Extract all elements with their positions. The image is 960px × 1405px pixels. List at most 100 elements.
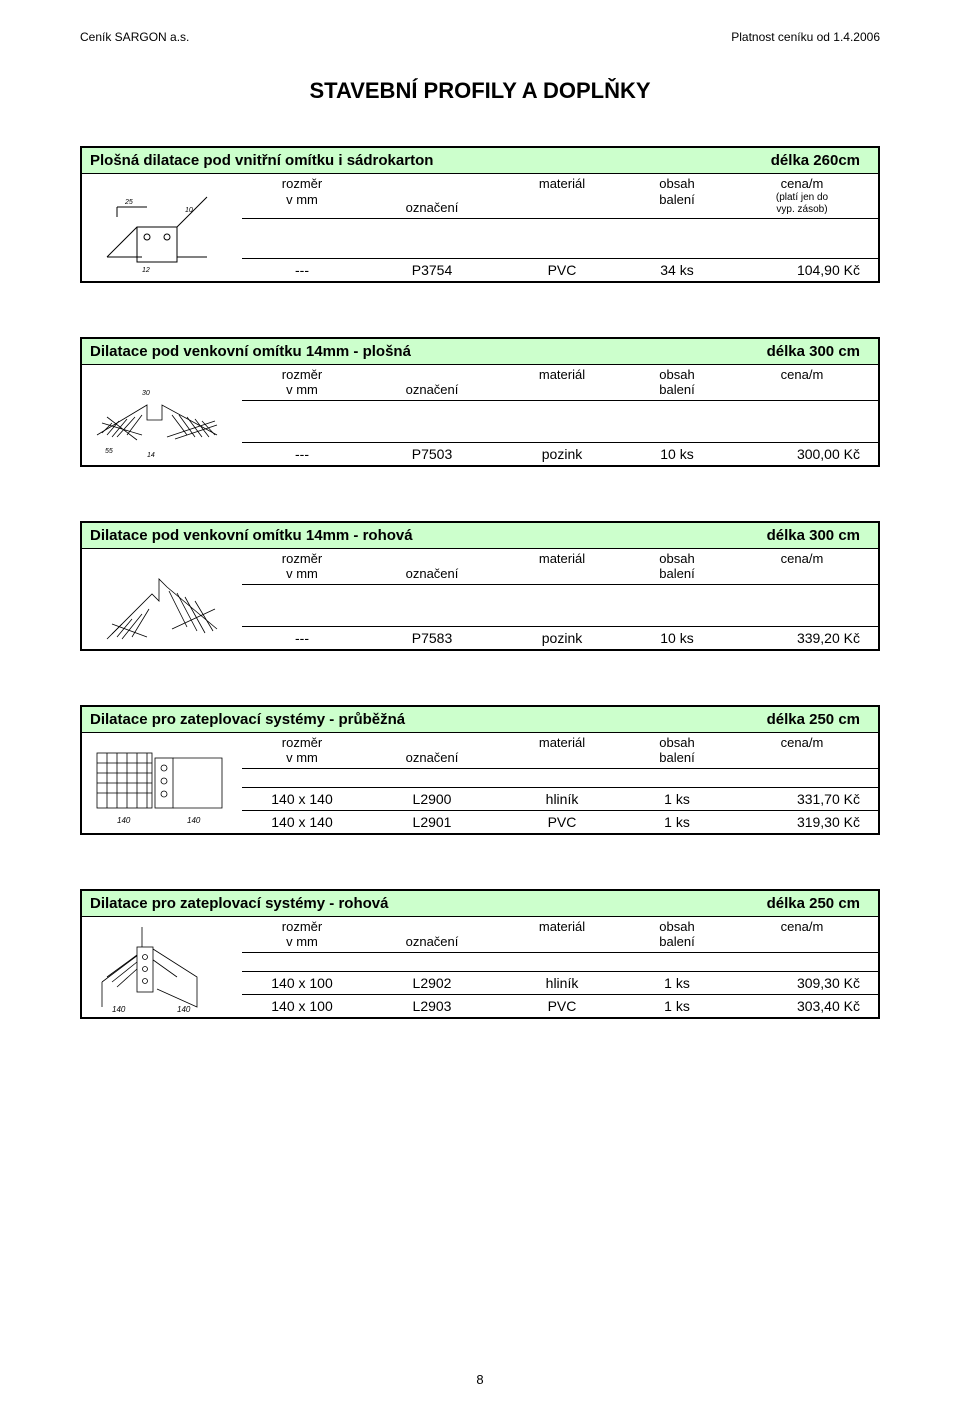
cell-cena: 104,90 Kč — [732, 259, 872, 281]
section-body: 25 10 12 rozměrv mm označení materiál ob… — [82, 174, 878, 281]
hdr-obsah: obsahbalení — [622, 174, 732, 218]
cell-rozmer: 140 x 100 — [242, 972, 362, 994]
section-body: 55 14 30 rozměrv mm označení materiál ob… — [82, 365, 878, 465]
diagram-box: 25 10 12 — [82, 174, 242, 281]
diagram-box: 55 14 30 — [82, 365, 242, 465]
column-headers: rozměrv mm označení materiál obsahbalení… — [242, 733, 878, 769]
cell-obsah: 10 ks — [622, 443, 732, 465]
hdr-rozmer: rozměrv mm — [242, 917, 362, 952]
cell-rozmer: --- — [242, 259, 362, 281]
cell-material: hliník — [502, 972, 622, 994]
section-title-right: délka 260cm — [763, 148, 878, 173]
hdr-cena: cena/m — [732, 365, 872, 400]
cell-obsah: 34 ks — [622, 259, 732, 281]
svg-text:140: 140 — [177, 1005, 191, 1014]
diagram-bracket-icon: 25 10 12 — [87, 177, 237, 277]
hdr-material: materiál — [502, 917, 622, 952]
section-right: rozměrv mm označení materiál obsahbalení… — [242, 365, 878, 465]
hdr-oznaceni: označení — [362, 917, 502, 952]
hdr-material: materiál — [502, 549, 622, 584]
cell-oznaceni: P7583 — [362, 627, 502, 649]
hdr-oznaceni: označení — [362, 733, 502, 768]
cell-material: PVC — [502, 811, 622, 833]
section-body: 140 140 rozměrv mm označení materiál obs… — [82, 733, 878, 833]
section-title-right: délka 250 cm — [759, 707, 878, 732]
section-title-row: Dilatace pro zateplovací systémy - průbě… — [82, 707, 878, 733]
hdr-material: materiál — [502, 174, 622, 218]
cell-rozmer: 140 x 140 — [242, 788, 362, 810]
section-title-right: délka 300 cm — [759, 523, 878, 548]
cell-material: PVC — [502, 259, 622, 281]
section-title-right: délka 250 cm — [759, 891, 878, 916]
column-headers: rozměrv mm označení materiál obsahbalení… — [242, 917, 878, 953]
diagram-mesh-corner-icon — [87, 549, 237, 649]
column-headers: rozměrv mm označení materiál obsahbalení… — [242, 365, 878, 401]
table-row: 140 x 100 L2903 PVC 1 ks 303,40 Kč — [242, 995, 878, 1017]
cell-material: pozink — [502, 627, 622, 649]
cell-oznaceni: L2901 — [362, 811, 502, 833]
section-title-right: délka 300 cm — [759, 339, 878, 364]
section-right: rozměrv mm označení materiál obsahbalení… — [242, 733, 878, 833]
table-row: 140 x 140 L2901 PVC 1 ks 319,30 Kč — [242, 811, 878, 833]
cell-oznaceni: L2902 — [362, 972, 502, 994]
section-title-left: Dilatace pod venkovní omítku 14mm - ploš… — [82, 339, 759, 364]
main-title: STAVEBNÍ PROFILY A DOPLŇKY — [80, 78, 880, 104]
section-body: 140 140 rozměrv mm označení materiál obs… — [82, 917, 878, 1017]
hdr-obsah: obsahbalení — [622, 917, 732, 952]
cell-oznaceni: L2900 — [362, 788, 502, 810]
cell-obsah: 1 ks — [622, 788, 732, 810]
diagram-mesh-flat-icon: 55 14 30 — [87, 365, 237, 465]
page: Ceník SARGON a.s. Platnost ceníku od 1.4… — [0, 0, 960, 1405]
hdr-obsah: obsahbalení — [622, 549, 732, 584]
price-section: Dilatace pro zateplovací systémy - průbě… — [80, 705, 880, 835]
svg-text:140: 140 — [112, 1005, 126, 1014]
cell-rozmer: --- — [242, 627, 362, 649]
svg-text:55: 55 — [105, 448, 113, 455]
svg-text:140: 140 — [117, 816, 131, 825]
cell-rozmer: --- — [242, 443, 362, 465]
table-row: --- P7583 pozink 10 ks 339,20 Kč — [242, 627, 878, 649]
cell-oznaceni: P7503 — [362, 443, 502, 465]
diagram-insul-corner-icon: 140 140 — [87, 917, 237, 1017]
table-row: --- P3754 PVC 34 ks 104,90 Kč — [242, 259, 878, 281]
svg-text:10: 10 — [185, 207, 193, 214]
spacer — [242, 219, 878, 259]
page-header: Ceník SARGON a.s. Platnost ceníku od 1.4… — [80, 30, 880, 44]
section-right: rozměrv mm označení materiál obsahbalení… — [242, 917, 878, 1017]
cell-cena: 319,30 Kč — [732, 811, 872, 833]
svg-text:25: 25 — [124, 199, 133, 206]
cell-material: hliník — [502, 788, 622, 810]
hdr-oznaceni: označení — [362, 174, 502, 218]
hdr-material: materiál — [502, 365, 622, 400]
cell-obsah: 1 ks — [622, 811, 732, 833]
hdr-obsah: obsahbalení — [622, 733, 732, 768]
section-title-row: Dilatace pod venkovní omítku 14mm - ploš… — [82, 339, 878, 365]
hdr-cena: cena/m — [732, 549, 872, 584]
cell-cena: 303,40 Kč — [732, 995, 872, 1017]
section-body: rozměrv mm označení materiál obsahbalení… — [82, 549, 878, 649]
header-right: Platnost ceníku od 1.4.2006 — [731, 30, 880, 44]
price-section: Dilatace pod venkovní omítku 14mm - roho… — [80, 521, 880, 651]
cell-cena: 300,00 Kč — [732, 443, 872, 465]
section-title-left: Dilatace pro zateplovací systémy - rohov… — [82, 891, 759, 916]
hdr-rozmer: rozměrv mm — [242, 549, 362, 584]
price-section: Dilatace pro zateplovací systémy - rohov… — [80, 889, 880, 1019]
section-title-left: Dilatace pro zateplovací systémy - průbě… — [82, 707, 759, 732]
cell-obsah: 10 ks — [622, 627, 732, 649]
hdr-oznaceni: označení — [362, 365, 502, 400]
cell-obsah: 1 ks — [622, 995, 732, 1017]
cell-obsah: 1 ks — [622, 972, 732, 994]
hdr-cena: cena/m — [732, 733, 872, 768]
cell-material: PVC — [502, 995, 622, 1017]
diagram-box: 140 140 — [82, 733, 242, 833]
page-number: 8 — [0, 1372, 960, 1387]
cell-cena: 309,30 Kč — [732, 972, 872, 994]
spacer — [242, 769, 878, 788]
price-section: Dilatace pod venkovní omítku 14mm - ploš… — [80, 337, 880, 467]
column-headers: rozměrv mm označení materiál obsahbalení… — [242, 174, 878, 219]
section-right: rozměrv mm označení materiál obsahbalení… — [242, 174, 878, 281]
table-row: 140 x 100 L2902 hliník 1 ks 309,30 Kč — [242, 972, 878, 995]
svg-text:12: 12 — [142, 267, 150, 274]
hdr-rozmer: rozměrv mm — [242, 174, 362, 218]
cell-rozmer: 140 x 140 — [242, 811, 362, 833]
